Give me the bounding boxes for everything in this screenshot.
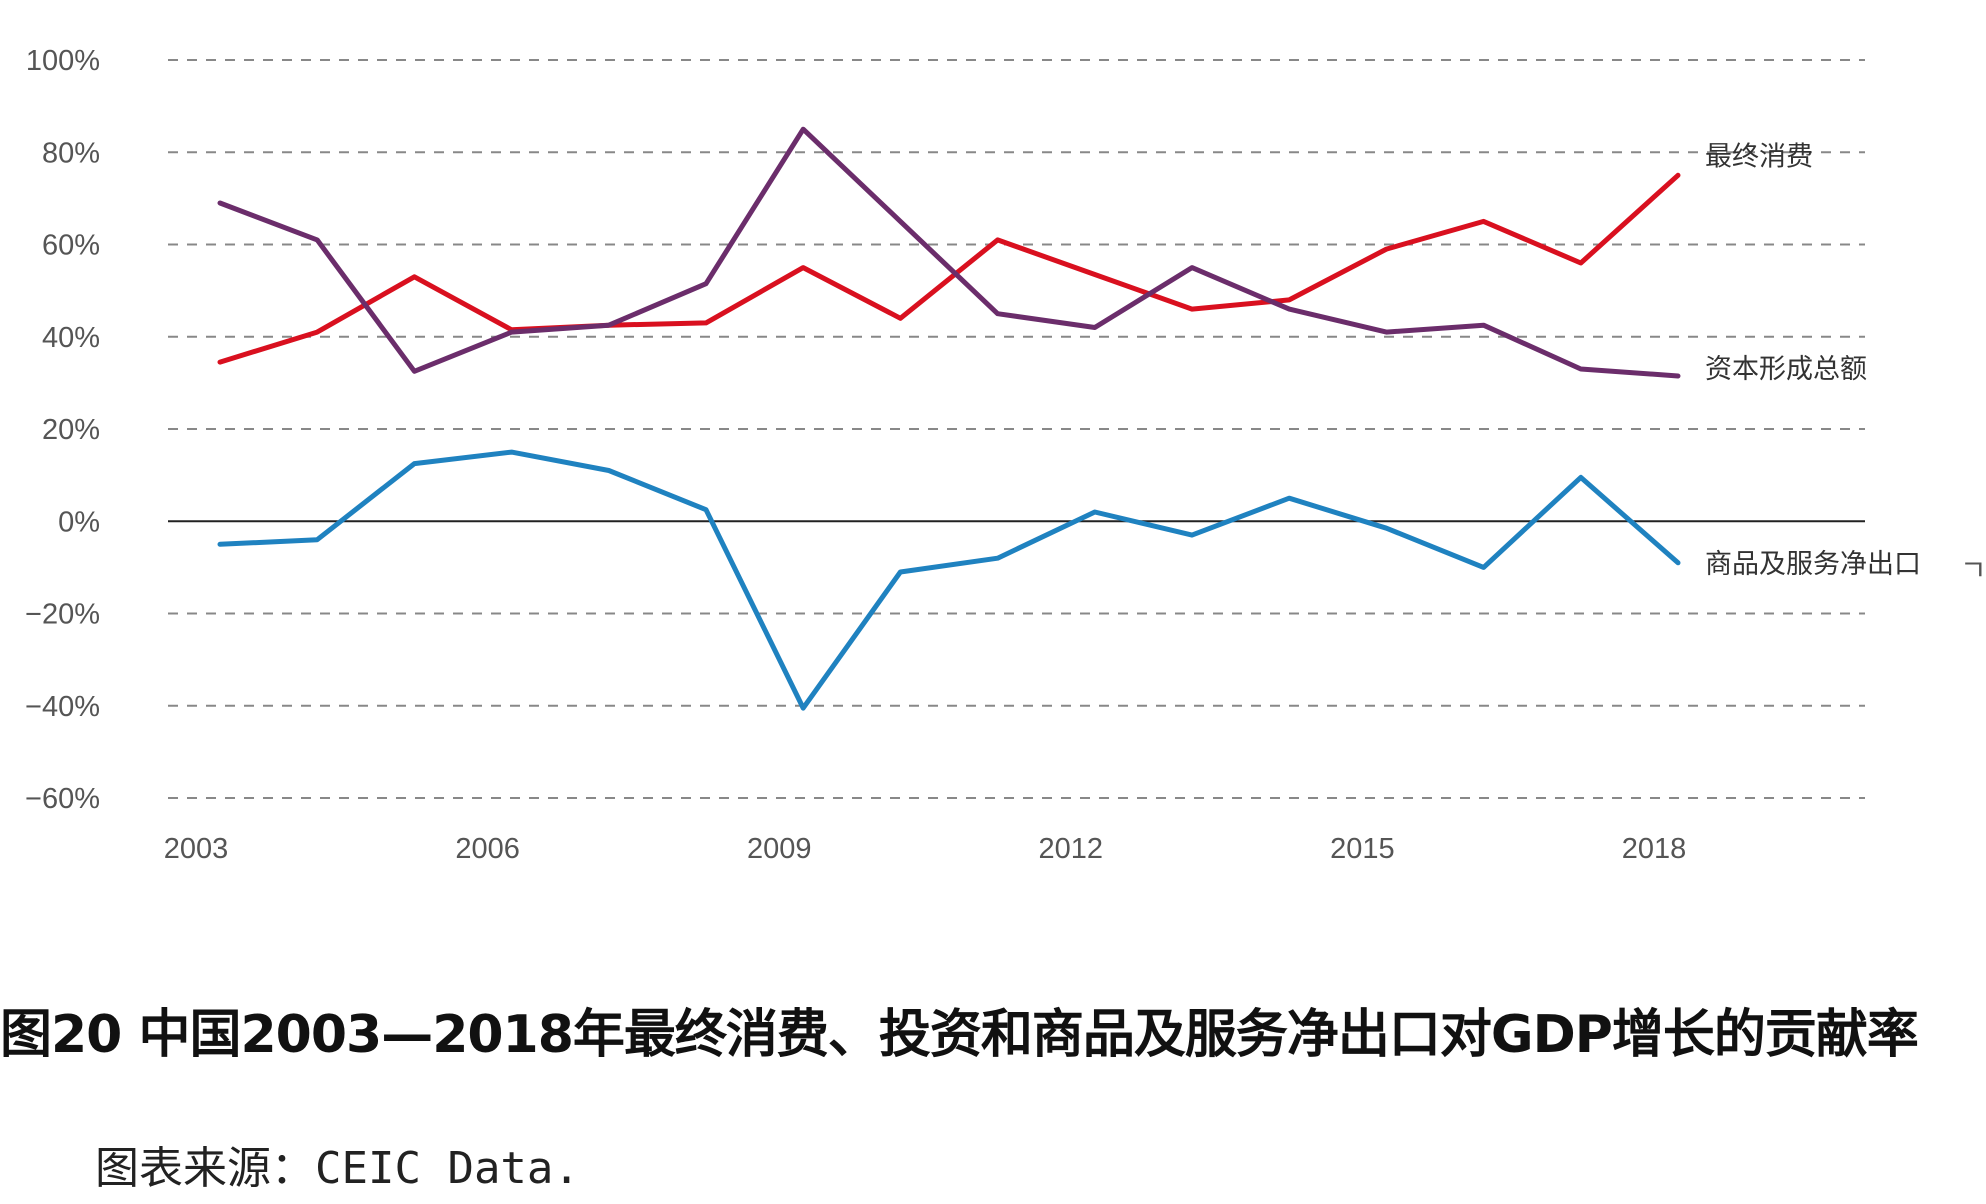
- figure-caption: 图20 中国2003—2018年最终消费、投资和商品及服务净出口对GDP增长的贡…: [0, 1005, 1919, 1065]
- stray-mark: ㄱ: [1960, 555, 1986, 587]
- series-label: 最终消费: [1705, 141, 1813, 172]
- y-tick-label: 0%: [58, 506, 100, 538]
- y-tick-label: −60%: [25, 783, 100, 815]
- series-line: [217, 126, 1681, 379]
- y-tick-label: 60%: [42, 230, 100, 262]
- series-line: [217, 172, 1681, 365]
- x-tick-label: 2015: [1330, 833, 1395, 865]
- y-tick-label: 100%: [26, 45, 100, 77]
- y-tick-label: −20%: [25, 599, 100, 631]
- y-tick-label: 20%: [42, 414, 100, 446]
- figure-source: 图表来源：CEIC Data.: [95, 1143, 580, 1194]
- x-tick-label: 2018: [1622, 833, 1687, 865]
- y-tick-label: −40%: [25, 691, 100, 723]
- gridlines: [168, 59, 1865, 799]
- x-tick-label: 2006: [455, 833, 520, 865]
- series-line: [217, 449, 1681, 711]
- x-axis-ticks: 2003 2006 2009 2012 2015 2018: [164, 833, 1687, 865]
- series-lines: [217, 126, 1681, 711]
- y-axis-ticks: 100% 80% 60% 40% 20% 0% −20% −40% −60%: [25, 45, 100, 815]
- y-tick-label: 40%: [42, 322, 100, 354]
- series-label: 商品及服务净出口: [1705, 549, 1921, 580]
- line-chart: 100%80%60%40%20%0%−20%−40%−60% 2003 2006 2…: [25, 45, 1986, 865]
- x-tick-label: 2009: [747, 833, 812, 865]
- y-tick-label: 80%: [42, 137, 100, 169]
- x-tick-label: 2012: [1039, 833, 1104, 865]
- x-tick-label: 2003: [164, 833, 229, 865]
- series-label: 资本形成总额: [1705, 354, 1867, 385]
